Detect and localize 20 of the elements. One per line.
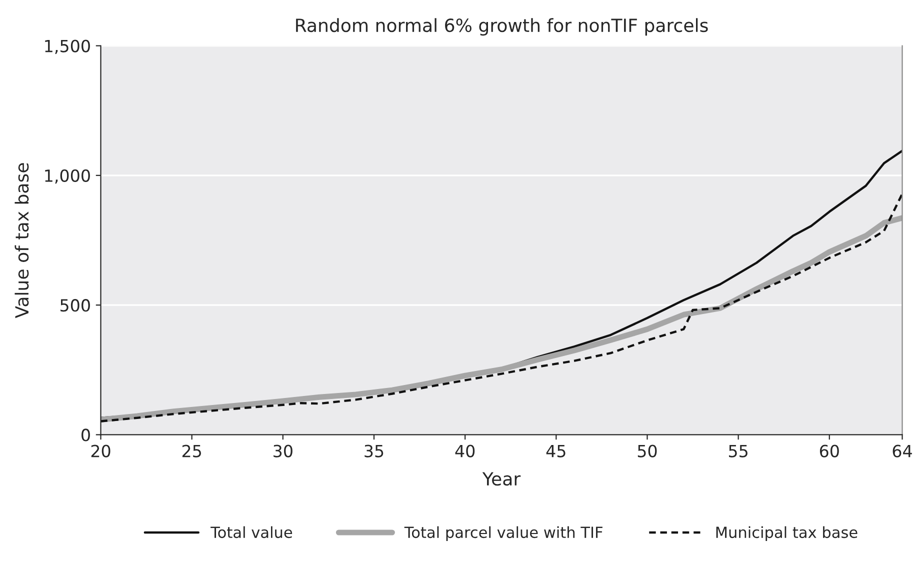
- legend-label: Total parcel value with TIF: [404, 526, 602, 542]
- x-tick-label: 35: [364, 444, 384, 458]
- x-tick-label: 50: [638, 444, 657, 458]
- y-tick-label: 1,000: [45, 169, 90, 184]
- x-axis-title: Year: [482, 472, 521, 486]
- x-tick-label: 40: [455, 444, 475, 458]
- y-tick-label: 1,500: [45, 40, 90, 54]
- x-tick-label: 55: [729, 444, 748, 458]
- x-tick-label: 25: [182, 444, 201, 458]
- y-axis-title: Value of tax base: [14, 163, 29, 318]
- y-tick-label: 0: [82, 428, 90, 442]
- x-tick-label: 20: [91, 444, 110, 458]
- y-tick-label: 500: [60, 299, 90, 312]
- chart-title: Random normal 6% growth for nonTIF parcels: [296, 18, 708, 36]
- legend-label: Municipal tax base: [716, 526, 858, 542]
- x-tick-label: 45: [546, 444, 566, 458]
- x-tick-label: 30: [274, 444, 292, 458]
- x-tick-label: 64: [892, 444, 912, 458]
- legend-label: Total value: [210, 526, 292, 538]
- x-tick-label: 60: [820, 444, 839, 458]
